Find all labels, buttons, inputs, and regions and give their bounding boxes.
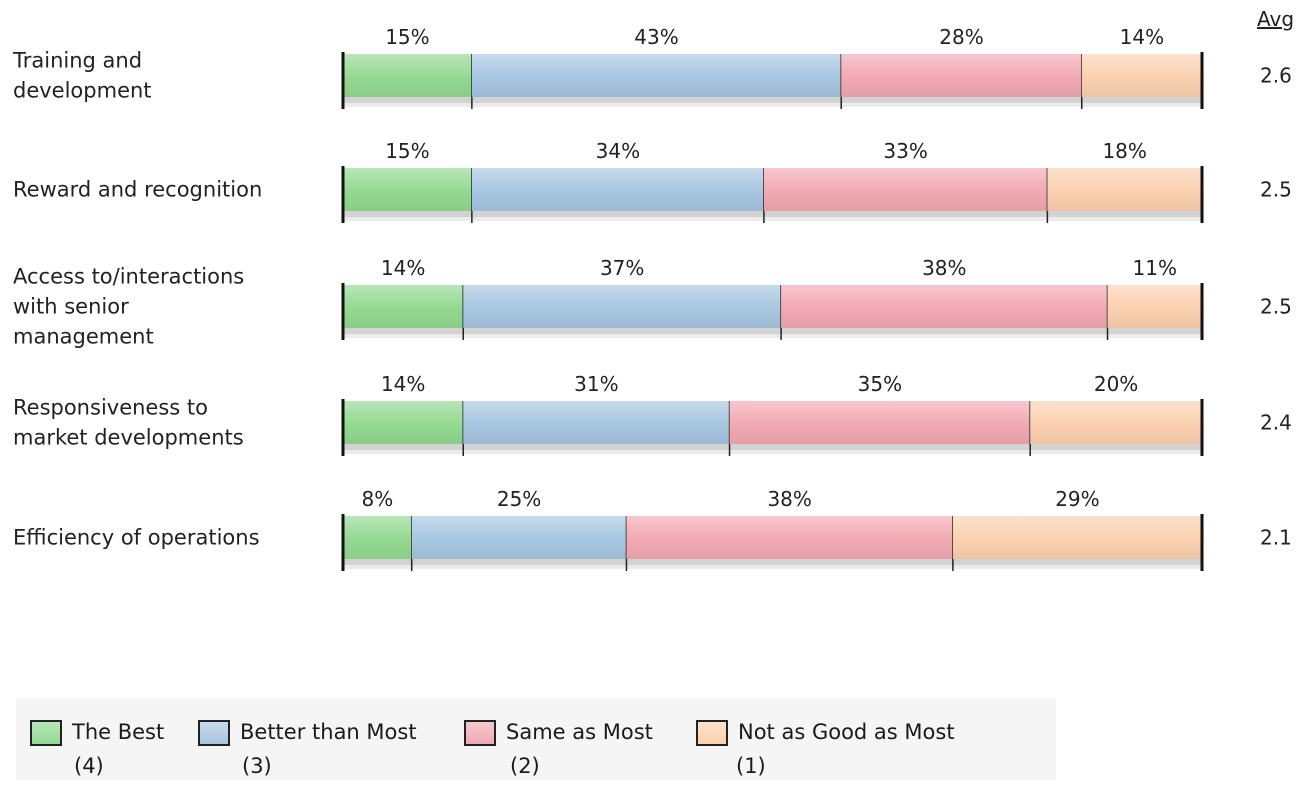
average-value: 2.1: [1260, 526, 1292, 550]
data-label: 14%: [1120, 25, 1164, 49]
bar-segment: [763, 168, 1048, 211]
bar-shadow: [343, 559, 1202, 565]
category-label: with senior: [13, 295, 129, 319]
data-label: 37%: [600, 256, 644, 280]
data-label: 33%: [883, 139, 927, 163]
legend-score: (1): [736, 754, 766, 778]
data-label: 11%: [1133, 256, 1177, 280]
data-label: 15%: [385, 25, 429, 49]
bar-segment: [343, 54, 472, 97]
bar-segment: [411, 516, 627, 559]
bar-segment: [343, 516, 412, 559]
bar-segment: [343, 285, 464, 328]
data-label: 28%: [939, 25, 983, 49]
data-label: 8%: [361, 487, 393, 511]
data-label: 14%: [381, 372, 425, 396]
category-label: development: [13, 79, 152, 103]
bar-segment: [1047, 168, 1202, 211]
average-value: 2.4: [1260, 411, 1292, 435]
bar-segment: [1107, 285, 1202, 328]
bar-segment: [729, 401, 1031, 444]
data-label: 20%: [1094, 372, 1138, 396]
bar-segment: [781, 285, 1108, 328]
avg-header: Avg: [1257, 7, 1294, 31]
data-label: 29%: [1055, 487, 1099, 511]
bar-shadow: [343, 97, 1202, 103]
bar-segment: [1030, 401, 1202, 444]
average-value: 2.5: [1260, 178, 1292, 202]
bar-shadow: [343, 565, 1202, 569]
legend-label: Better than Most: [240, 720, 417, 744]
category-label: Reward and recognition: [13, 178, 262, 202]
legend-swatch: [464, 720, 496, 746]
legend-score: (2): [510, 754, 540, 778]
category-label: Efficiency of operations: [13, 526, 260, 550]
average-value: 2.5: [1260, 295, 1292, 319]
bar-segment: [343, 401, 464, 444]
data-label: 35%: [858, 372, 902, 396]
bar-segment: [841, 54, 1082, 97]
data-label: 31%: [574, 372, 618, 396]
legend-label: Not as Good as Most: [738, 720, 955, 744]
legend-background: [16, 698, 1056, 780]
data-label: 38%: [767, 487, 811, 511]
legend-score: (4): [74, 754, 104, 778]
bar-segment: [463, 401, 730, 444]
category-label: Responsiveness to: [13, 396, 208, 420]
bar-shadow: [343, 211, 1202, 217]
legend-swatch: [30, 720, 62, 746]
data-label: 15%: [385, 139, 429, 163]
data-label: 43%: [634, 25, 678, 49]
legend-swatch: [198, 720, 230, 746]
bar-segment: [343, 168, 472, 211]
category-label: market developments: [13, 426, 244, 450]
bar-segment: [626, 516, 953, 559]
data-label: 34%: [596, 139, 640, 163]
category-label: Training and: [12, 49, 142, 73]
bar-segment: [463, 285, 782, 328]
bar-segment: [471, 54, 842, 97]
bar-segment: [471, 168, 764, 211]
data-label: 25%: [497, 487, 541, 511]
legend-label: Same as Most: [506, 720, 653, 744]
bar-shadow: [343, 217, 1202, 221]
average-value: 2.6: [1260, 64, 1292, 88]
bar-shadow: [343, 450, 1202, 454]
legend-label: The Best: [72, 720, 165, 744]
category-label: Access to/interactions: [13, 265, 244, 289]
bar-shadow: [343, 103, 1202, 107]
legend-swatch: [696, 720, 728, 746]
bar-shadow: [343, 444, 1202, 450]
bar-segment: [952, 516, 1202, 559]
data-label: 18%: [1102, 139, 1146, 163]
bar-segment: [1081, 54, 1202, 97]
bar-shadow: [343, 334, 1202, 338]
legend-score: (3): [242, 754, 272, 778]
data-label: 38%: [922, 256, 966, 280]
data-label: 14%: [381, 256, 425, 280]
bar-shadow: [343, 328, 1202, 334]
category-label: management: [13, 325, 154, 349]
